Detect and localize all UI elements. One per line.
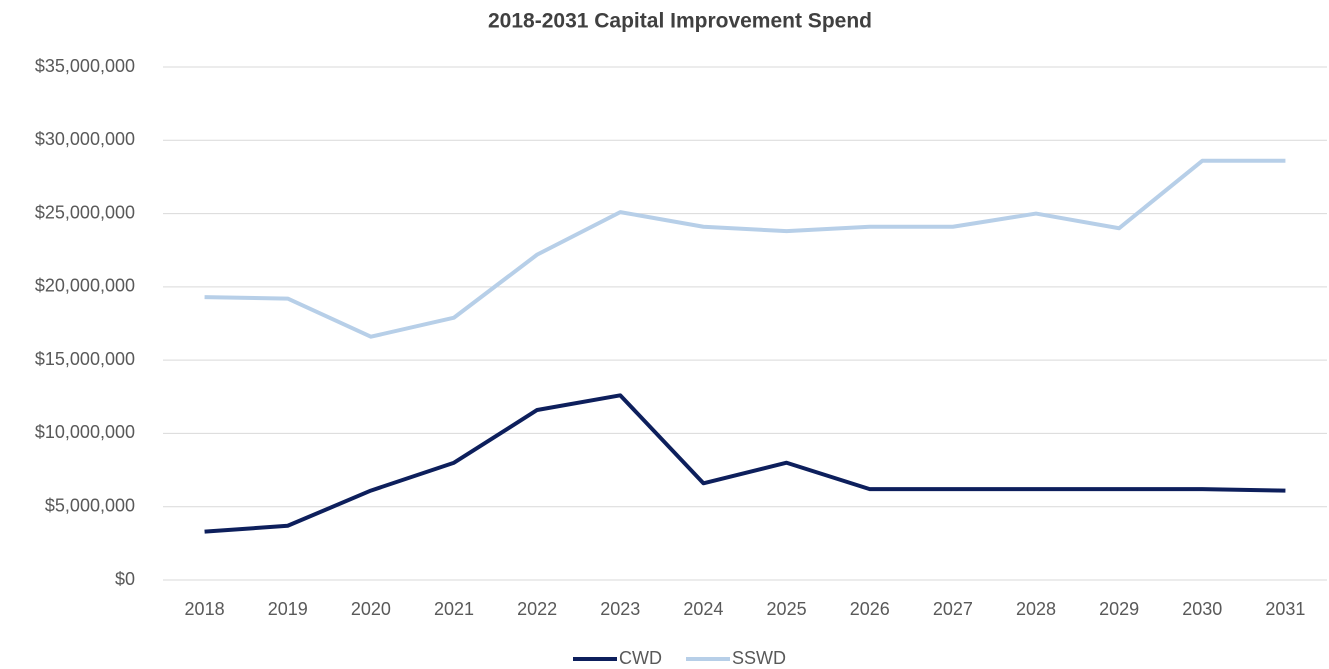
line-series (204, 158, 1286, 339)
y-tick-label: $10,000,000 (35, 422, 135, 442)
legend-label: SSWD (732, 648, 786, 668)
line-series (204, 393, 1286, 534)
x-tick-label: 2022 (517, 599, 557, 619)
y-tick-label: $5,000,000 (45, 495, 135, 515)
y-tick-label: $0 (115, 569, 135, 589)
x-tick-label: 2019 (268, 599, 308, 619)
x-tick-label: 2027 (933, 599, 973, 619)
y-tick-label: $35,000,000 (35, 56, 135, 76)
y-tick-label: $30,000,000 (35, 129, 135, 149)
x-tick-label: 2031 (1265, 599, 1305, 619)
chart-title: 2018-2031 Capital Improvement Spend (488, 10, 872, 33)
legend-label: CWD (619, 648, 662, 668)
x-tick-label: 2021 (434, 599, 474, 619)
y-tick-label: $20,000,000 (35, 276, 135, 296)
y-tick-label: $15,000,000 (35, 349, 135, 369)
x-tick-label: 2029 (1099, 599, 1139, 619)
x-tick-label: 2026 (850, 599, 890, 619)
x-tick-label: 2024 (683, 599, 723, 619)
x-tick-label: 2018 (185, 599, 225, 619)
x-tick-label: 2028 (1016, 599, 1056, 619)
y-tick-label: $25,000,000 (35, 202, 135, 222)
x-tick-label: 2023 (600, 599, 640, 619)
x-tick-label: 2025 (767, 599, 807, 619)
x-tick-label: 2020 (351, 599, 391, 619)
x-tick-label: 2030 (1182, 599, 1222, 619)
